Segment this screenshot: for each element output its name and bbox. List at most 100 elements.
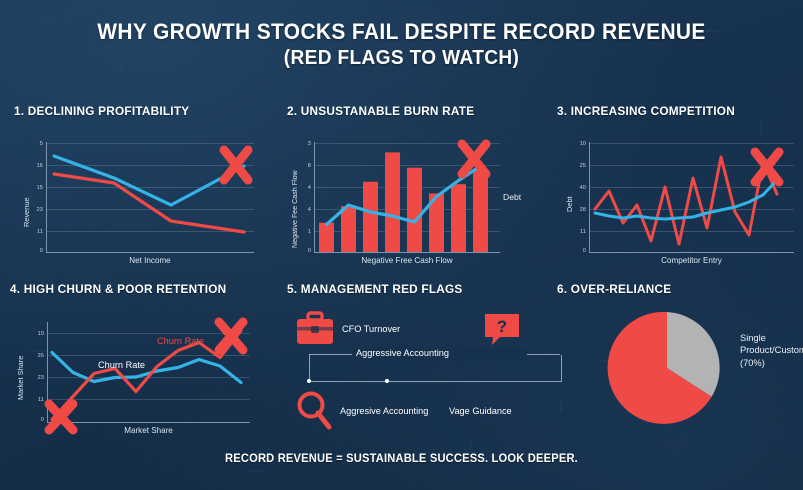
- chart-4-series-label-churn-red: Churn Rate: [157, 336, 204, 346]
- chart-1-gridline: [47, 165, 254, 166]
- question-mark-glyph: ?: [497, 317, 507, 336]
- chart-4-gridline: [48, 399, 250, 400]
- panel-3-title: 3. INCREASING COMPETITION: [557, 104, 735, 118]
- pie-label-line-1: Single: [740, 333, 766, 343]
- chart-2-bar: [341, 206, 356, 252]
- chart-2-plot: 3 8 4 4 1 0 Negative Fee Cash Flow: [287, 122, 537, 265]
- chart-4-series: [44, 317, 248, 435]
- chart-3-x-axis: [589, 252, 794, 253]
- pie-slice-single-product: [607, 311, 712, 424]
- chart-1-ytick-5: 0: [39, 248, 43, 254]
- chart-2-ytick-4: 1: [307, 229, 311, 235]
- chart-4-ytick-2: 23: [37, 375, 44, 381]
- chart-3-line-competitor-entry: [593, 155, 779, 246]
- chart-2-series: [319, 139, 491, 252]
- chart-3-gridline: [590, 165, 794, 166]
- chart-1-y-axis: [46, 142, 47, 252]
- chart-3-y-axis-label: Debt: [565, 196, 574, 212]
- chart-3-plot: 10 25 40 28 11 0 Debt Competitor: [557, 122, 803, 265]
- chart-4-y-axis-label: Market Share: [16, 355, 25, 400]
- pie-label-line-2: Product/Custom: [740, 345, 803, 356]
- chart-2-bars: [319, 152, 488, 252]
- chart-4-x-axis-label: Market Share: [124, 426, 173, 435]
- chart-2-ytick-0: 3: [307, 141, 311, 147]
- chart-3-ytick-1: 25: [579, 163, 586, 169]
- chart-1-ytick-4: 11: [36, 229, 43, 235]
- panel-over-reliance: 6. OVER-RELIANCE Single Product/Custom (…: [557, 282, 803, 437]
- panel-unsustainable-burn-rate: 2. UNSUSTANABLE BURN RATE 3 8 4 4 1 0 Ne…: [287, 104, 537, 265]
- chart-1-ytick-2: 15: [36, 185, 43, 191]
- panel-increasing-competition: 3. INCREASING COMPETITION 10 25 40 28 11…: [557, 104, 803, 265]
- chart-4-ytick-1: 26: [37, 353, 44, 359]
- chart-2-ytick-5: 0: [307, 248, 311, 254]
- chart-3-x-axis-label: Competitor Entry: [661, 256, 722, 265]
- chart-3-gridline: [590, 143, 794, 144]
- panel-5-dot-mid: [385, 379, 389, 383]
- chart-1-ytick-1: 16: [36, 163, 43, 169]
- chart-1-gridline: [47, 143, 254, 144]
- chart-4-red-x-mark-left: [44, 399, 78, 435]
- chart-2-bar: [473, 169, 488, 252]
- chart-3-series: [593, 147, 784, 246]
- chart-1-series: [52, 145, 253, 234]
- chart-2-y-axis-label: Negative Fee Cash Flow: [291, 170, 299, 248]
- briefcase-icon: [297, 311, 333, 344]
- panel-4-title: 4. HIGH CHURN & POOR RETENTION: [10, 282, 227, 296]
- chart-1-line-net-income: [52, 172, 246, 234]
- chart-3-line-debt: [593, 178, 779, 221]
- chart-2-ytick-2: 4: [307, 185, 311, 191]
- chart-2-bar: [429, 193, 444, 252]
- panel-5-bracket-label-bg: [352, 348, 527, 362]
- chart-2-line-debt: [324, 164, 483, 227]
- chart-1-gridline: [47, 231, 254, 232]
- chart-2-bar: [319, 222, 334, 252]
- chart-3-ytick-4: 11: [579, 229, 586, 235]
- title-line-1: WHY GROWTH STOCKS FAIL DESPITE RECORD RE…: [97, 19, 706, 44]
- panel-6-title: 6. OVER-RELIANCE: [557, 282, 672, 296]
- pie-label-line-3: (70%): [740, 357, 765, 368]
- chart-4-x-axis: [47, 422, 250, 423]
- chart-1-red-x-mark: [219, 145, 253, 185]
- panel-5-briefcase-label: CFO Turnover: [342, 324, 401, 334]
- chart-4-ytick-0: 10: [37, 331, 44, 337]
- chart-1-ytick-0: 5: [39, 141, 43, 147]
- chart-3-red-x-mark: [750, 147, 784, 187]
- chart-2-x-axis: [314, 252, 500, 253]
- title-line-2: (RED FLAGS TO WATCH): [283, 46, 520, 69]
- panel-management-red-flags: 5. MANAGEMENT RED FLAGS CFO Turnover ? A…: [287, 282, 562, 437]
- panel-2-title: 2. UNSUSTANABLE BURN RATE: [287, 104, 475, 118]
- chart-2-series-label-debt: Debt: [503, 192, 522, 202]
- chart-1-gridline: [47, 209, 254, 210]
- chart-3-ytick-5: 0: [582, 248, 586, 254]
- chart-4-line-market-share: [50, 350, 243, 385]
- magnifier-icon: [297, 391, 332, 430]
- chart-2-bar: [451, 184, 466, 252]
- chart-1-x-axis: [46, 252, 254, 253]
- panel-5-guidance-label: Vage Guidance: [449, 406, 512, 416]
- chart-3-ytick-2: 40: [579, 185, 586, 191]
- chart-2-gridline: [315, 143, 500, 144]
- chart-4-ytick-4: 0: [40, 417, 44, 423]
- chart-4-red-x-mark-right: [214, 317, 248, 355]
- panel-5-magnifier-label: Aggresive Accounting: [340, 406, 429, 416]
- chart-3-y-axis: [589, 142, 590, 252]
- chart-4-ytick-3: 11: [37, 397, 44, 403]
- chart-2-red-x-mark: [457, 139, 491, 179]
- question-speech-bubble-icon: ?: [485, 314, 519, 345]
- chart-4-gridline: [48, 355, 250, 356]
- chart-2-gridline: [315, 165, 500, 166]
- chart-1-line-revenue: [52, 154, 246, 207]
- chart-2-ytick-3: 4: [307, 207, 311, 213]
- chart-2-y-axis: [314, 142, 315, 252]
- footer-tagline: RECORD REVENUE = SUSTAINABLE SUCCESS. LO…: [225, 452, 578, 465]
- panel-5-title: 5. MANAGEMENT RED FLAGS: [287, 282, 463, 296]
- chart-1-y-axis-label: Revenue: [22, 197, 31, 227]
- chart-4-series-label-churn-white: Churn Rate: [98, 360, 145, 370]
- chart-2-x-axis-label: Negative Free Cash Flow: [361, 256, 453, 265]
- panel-declining-profitability: 1. DECLINING PROFITABILITY 5 16 15 23 11…: [14, 104, 264, 265]
- panel-5-bracket-label: Aggressive Accounting: [356, 348, 449, 358]
- chart-4-line-churn-rate: [50, 328, 243, 422]
- chart-2-bar: [363, 181, 378, 252]
- chart-3-ytick-0: 10: [579, 141, 586, 147]
